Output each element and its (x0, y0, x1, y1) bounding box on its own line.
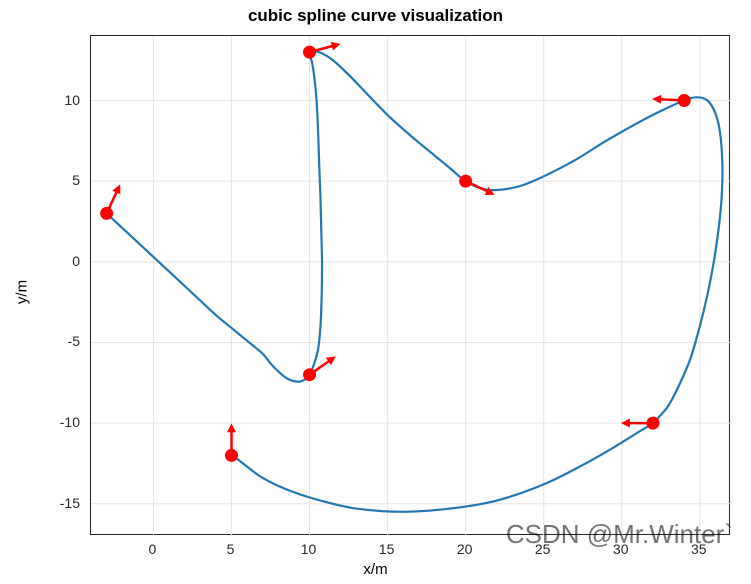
control-point-marker (646, 417, 659, 430)
y-tick-label: 10 (50, 92, 80, 108)
x-tick-label: 20 (457, 541, 473, 557)
x-tick-label: 0 (149, 541, 157, 557)
chart-container: cubic spline curve visualization y/m x/m… (0, 0, 751, 584)
y-tick-label: -15 (50, 495, 80, 511)
control-point-marker (459, 175, 472, 188)
spline-curve (107, 51, 723, 512)
watermark-text: CSDN @Mr.Winter` (506, 519, 733, 550)
x-tick-label: 5 (227, 541, 235, 557)
x-axis-label: x/m (0, 561, 751, 578)
chart-title: cubic spline curve visualization (0, 6, 751, 26)
control-point-marker (100, 207, 113, 220)
y-tick-label: 0 (50, 253, 80, 269)
control-point-marker (303, 46, 316, 59)
plot-svg (91, 36, 731, 536)
y-tick-label: 5 (50, 172, 80, 188)
x-tick-label: 15 (379, 541, 395, 557)
x-tick-label: 10 (301, 541, 317, 557)
y-tick-label: -10 (50, 414, 80, 430)
plot-area (90, 35, 730, 535)
control-point-marker (303, 368, 316, 381)
y-tick-label: -5 (50, 333, 80, 349)
y-axis-label: y/m (14, 280, 31, 304)
control-point-marker (678, 94, 691, 107)
control-point-marker (225, 449, 238, 462)
